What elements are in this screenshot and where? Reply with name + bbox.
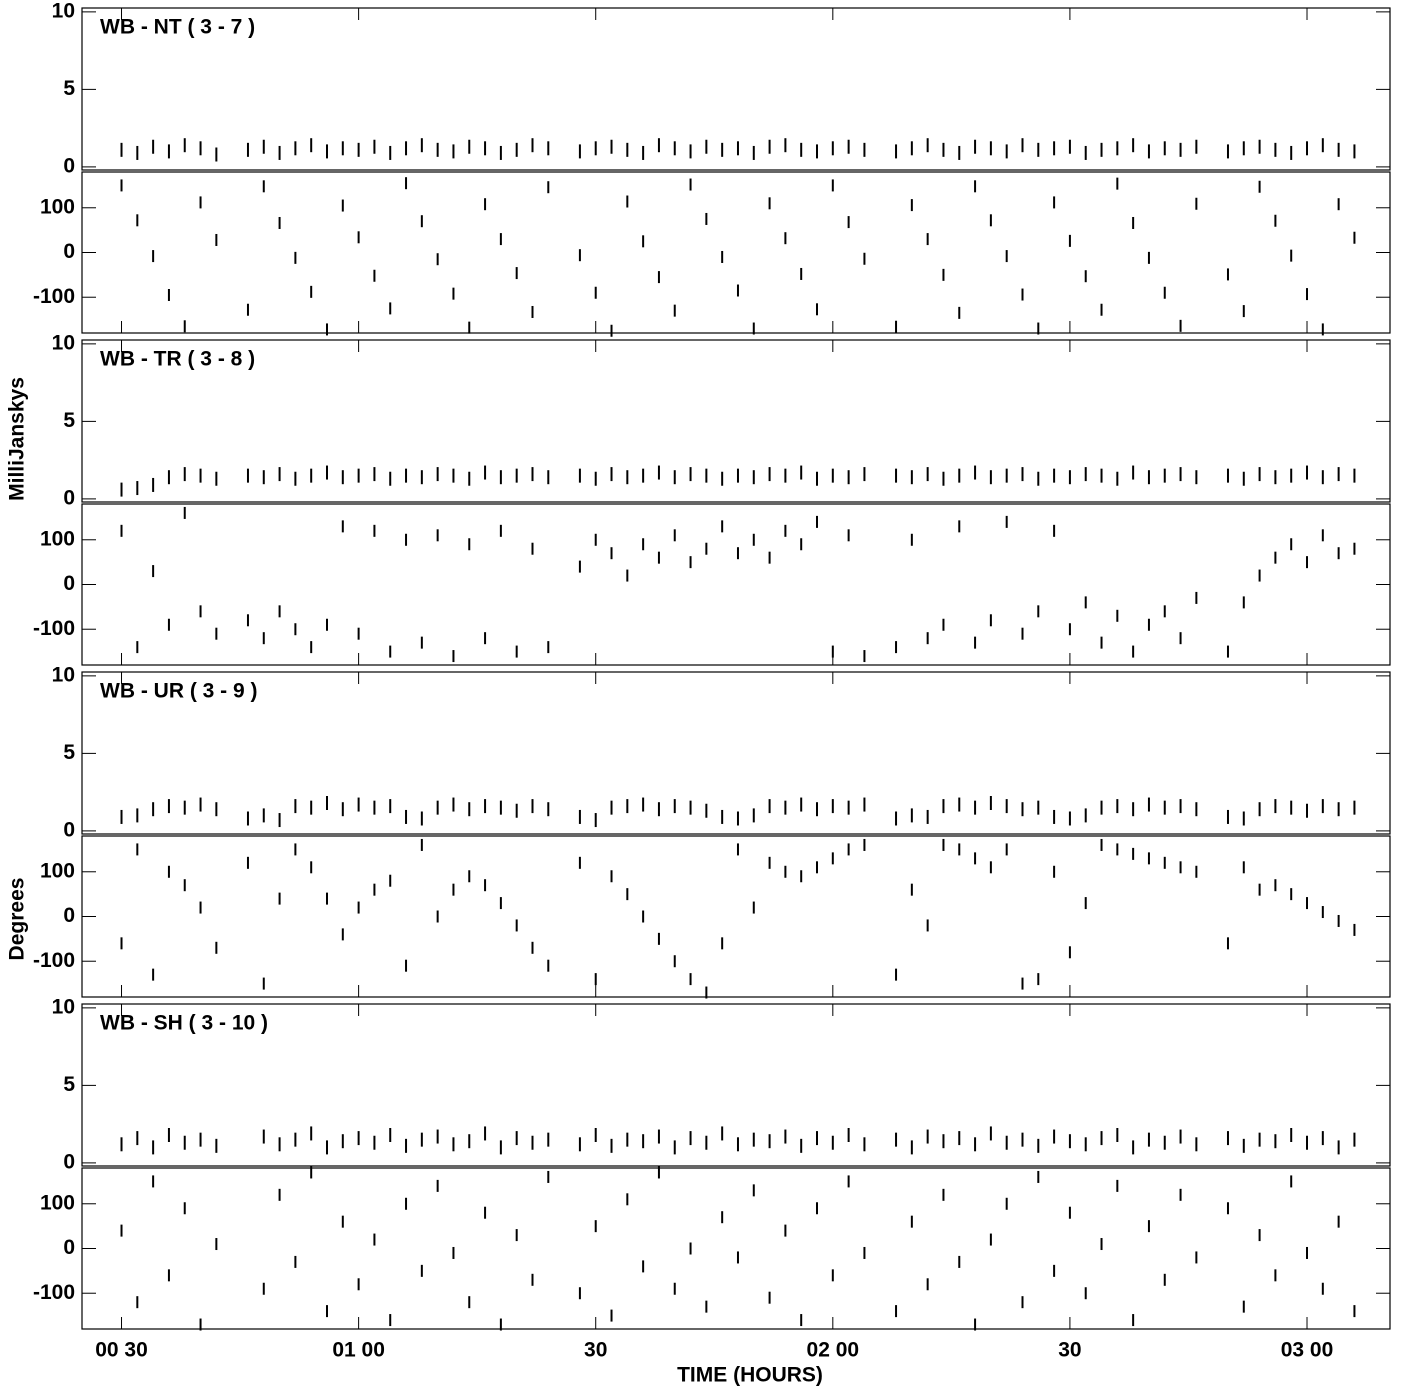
panel-title: WB - TR ( 3 - 8 )	[100, 348, 255, 371]
y-tick-label: 0	[63, 818, 75, 841]
amplitude-axis-label: MilliJanskys	[6, 377, 29, 501]
x-axis-label: TIME (HOURS)	[677, 1364, 823, 1387]
x-tick-label: 01 00	[332, 1339, 385, 1362]
y-tick-label: 10	[52, 331, 75, 354]
y-tick-label: 0	[63, 1150, 75, 1173]
amplitude-frame	[81, 339, 1391, 503]
phase-frame	[81, 503, 1391, 666]
phase-frame	[81, 171, 1391, 334]
x-tick-label: 30	[584, 1339, 607, 1362]
y-tick-label: 5	[63, 741, 75, 764]
y-tick-label: 100	[40, 195, 75, 218]
amplitude-frame	[81, 7, 1391, 171]
panel-title: WB - NT ( 3 - 7 )	[100, 16, 255, 39]
y-tick-label: -100	[33, 949, 75, 972]
y-tick-label: 5	[63, 1073, 75, 1096]
y-tick-label: 100	[40, 859, 75, 882]
amplitude-frame	[81, 1003, 1391, 1167]
y-tick-label: -100	[33, 1281, 75, 1304]
y-tick-label: 5	[63, 77, 75, 100]
phase-frame	[81, 835, 1391, 998]
x-tick-label: 00 30	[95, 1339, 148, 1362]
y-tick-label: -100	[33, 285, 75, 308]
y-tick-label: 100	[40, 1191, 75, 1214]
amplitude-frame	[81, 671, 1391, 835]
y-tick-label: 0	[63, 572, 75, 595]
panel-title: WB - SH ( 3 - 10 )	[100, 1012, 268, 1035]
y-tick-label: 10	[52, 0, 75, 22]
phase-frame	[81, 1167, 1391, 1330]
y-tick-label: 0	[63, 486, 75, 509]
panel-title: WB - UR ( 3 - 9 )	[100, 680, 258, 703]
y-tick-label: 10	[52, 663, 75, 686]
y-tick-label: -100	[33, 617, 75, 640]
y-tick-label: 0	[63, 240, 75, 263]
x-tick-label: 03 00	[1281, 1339, 1334, 1362]
y-tick-label: 0	[63, 154, 75, 177]
phase-axis-label: Degrees	[6, 878, 29, 961]
x-tick-label: 30	[1058, 1339, 1081, 1362]
x-tick-label: 02 00	[807, 1339, 860, 1362]
y-tick-label: 0	[63, 1236, 75, 1259]
y-tick-label: 5	[63, 409, 75, 432]
y-tick-label: 0	[63, 904, 75, 927]
y-tick-label: 10	[52, 995, 75, 1018]
y-tick-label: 100	[40, 527, 75, 550]
